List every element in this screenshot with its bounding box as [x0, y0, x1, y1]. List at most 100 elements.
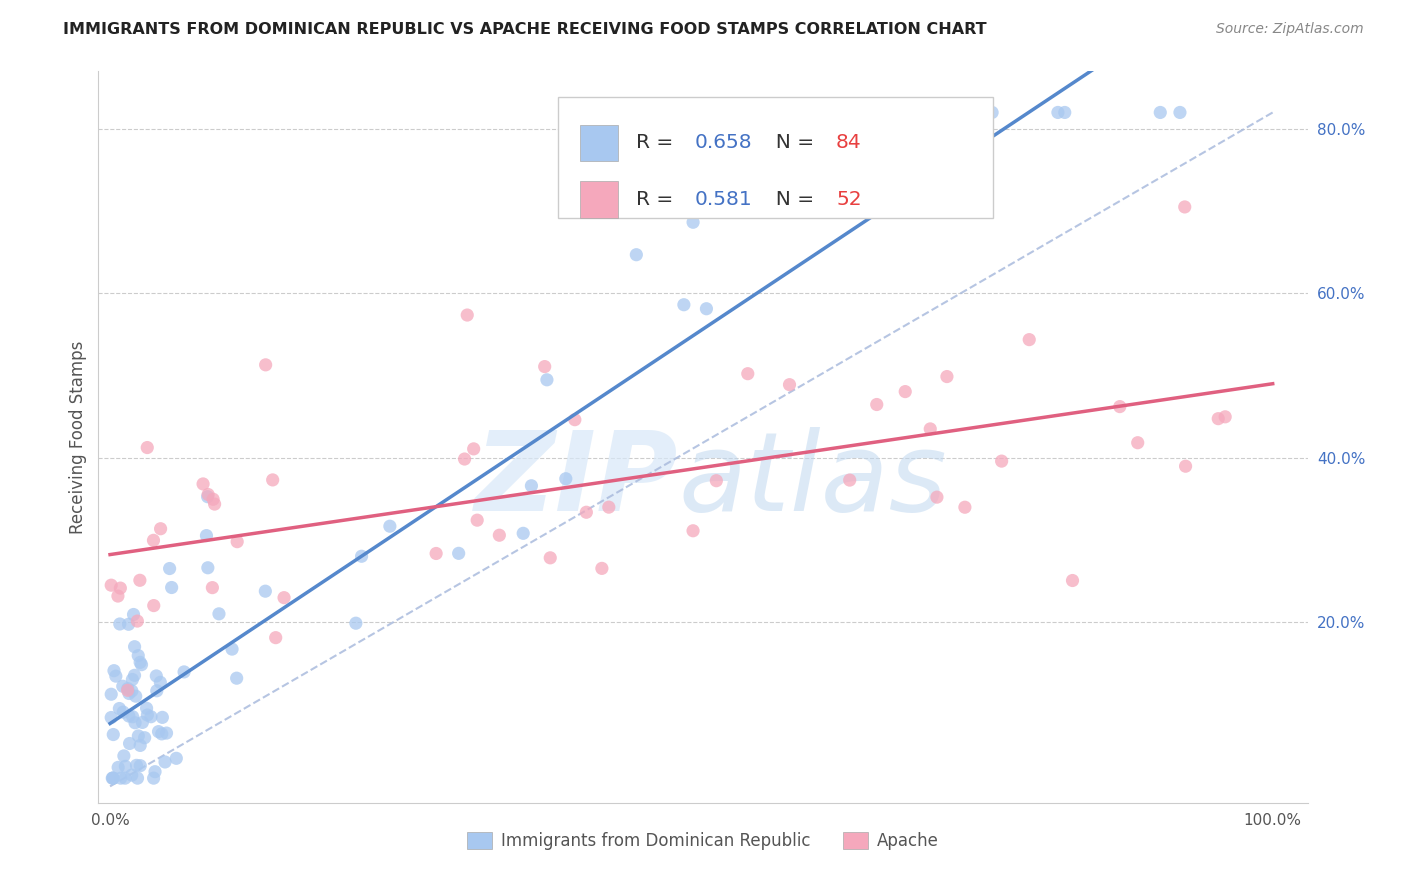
- Point: [117, 617, 139, 632]
- Point: [135, 701, 157, 715]
- Point: [110, 771, 132, 785]
- Point: [160, 581, 183, 595]
- Point: [554, 472, 576, 486]
- Point: [103, 664, 125, 678]
- Point: [146, 683, 169, 698]
- Point: [124, 715, 146, 730]
- Point: [520, 479, 543, 493]
- Point: [155, 726, 177, 740]
- Point: [101, 771, 124, 785]
- Point: [672, 298, 695, 312]
- Text: ZIP: ZIP: [475, 427, 679, 534]
- Point: [110, 581, 132, 595]
- Point: [142, 599, 165, 613]
- Text: 84: 84: [837, 133, 862, 153]
- Point: [148, 724, 170, 739]
- Point: [121, 684, 143, 698]
- Point: [201, 581, 224, 595]
- Point: [1213, 409, 1236, 424]
- Point: [136, 708, 159, 723]
- Point: [112, 748, 135, 763]
- Y-axis label: Receiving Food Stamps: Receiving Food Stamps: [69, 341, 87, 533]
- Point: [121, 673, 143, 687]
- Point: [1174, 200, 1197, 214]
- Point: [108, 701, 131, 715]
- Point: [463, 442, 485, 456]
- Point: [142, 533, 165, 548]
- Point: [202, 492, 225, 507]
- Point: [706, 474, 728, 488]
- Point: [129, 656, 152, 670]
- Point: [150, 727, 173, 741]
- Point: [204, 497, 226, 511]
- Point: [1062, 574, 1084, 588]
- Point: [197, 561, 219, 575]
- Text: 0.658: 0.658: [695, 133, 752, 153]
- Text: N =: N =: [763, 190, 821, 209]
- Point: [925, 490, 948, 504]
- Point: [100, 687, 122, 701]
- Point: [118, 686, 141, 700]
- Point: [197, 490, 219, 504]
- Point: [598, 500, 620, 515]
- Text: Source: ZipAtlas.com: Source: ZipAtlas.com: [1216, 22, 1364, 37]
- Text: 0.581: 0.581: [695, 190, 752, 209]
- Point: [208, 607, 231, 621]
- Point: [564, 413, 586, 427]
- Point: [124, 668, 146, 682]
- Point: [142, 771, 165, 785]
- FancyBboxPatch shape: [558, 97, 993, 218]
- Text: 52: 52: [837, 190, 862, 209]
- Point: [111, 679, 134, 693]
- Point: [127, 729, 149, 743]
- Point: [226, 534, 249, 549]
- Point: [1046, 105, 1069, 120]
- Point: [125, 758, 148, 772]
- Point: [948, 105, 970, 120]
- Point: [350, 549, 373, 564]
- Point: [737, 367, 759, 381]
- Point: [838, 473, 860, 487]
- Point: [101, 771, 124, 785]
- Point: [447, 546, 470, 560]
- Point: [894, 384, 917, 399]
- FancyBboxPatch shape: [579, 181, 619, 218]
- Point: [124, 640, 146, 654]
- Point: [344, 616, 367, 631]
- Point: [107, 589, 129, 603]
- Text: N =: N =: [763, 133, 821, 153]
- Point: [107, 760, 129, 774]
- Point: [118, 737, 141, 751]
- Point: [136, 441, 159, 455]
- Point: [125, 689, 148, 703]
- Point: [191, 477, 214, 491]
- Point: [682, 215, 704, 229]
- Point: [456, 308, 478, 322]
- Point: [150, 710, 173, 724]
- Point: [114, 759, 136, 773]
- Point: [112, 705, 135, 719]
- Point: [118, 709, 141, 723]
- Point: [990, 454, 1012, 468]
- Point: [575, 505, 598, 519]
- Point: [127, 648, 149, 663]
- Point: [273, 591, 295, 605]
- Point: [173, 665, 195, 679]
- Point: [254, 584, 277, 599]
- Point: [134, 731, 156, 745]
- Point: [626, 248, 648, 262]
- Point: [866, 397, 889, 411]
- Point: [1174, 459, 1197, 474]
- Point: [121, 710, 143, 724]
- Point: [197, 487, 219, 501]
- Point: [779, 377, 801, 392]
- Point: [108, 617, 131, 632]
- Point: [165, 751, 187, 765]
- Text: atlas: atlas: [679, 427, 948, 534]
- Text: IMMIGRANTS FROM DOMINICAN REPUBLIC VS APACHE RECEIVING FOOD STAMPS CORRELATION C: IMMIGRANTS FROM DOMINICAN REPUBLIC VS AP…: [63, 22, 987, 37]
- Legend: Immigrants from Dominican Republic, Apache: Immigrants from Dominican Republic, Apac…: [461, 825, 945, 856]
- Point: [465, 513, 488, 527]
- Point: [221, 642, 243, 657]
- Point: [488, 528, 510, 542]
- Point: [953, 500, 976, 515]
